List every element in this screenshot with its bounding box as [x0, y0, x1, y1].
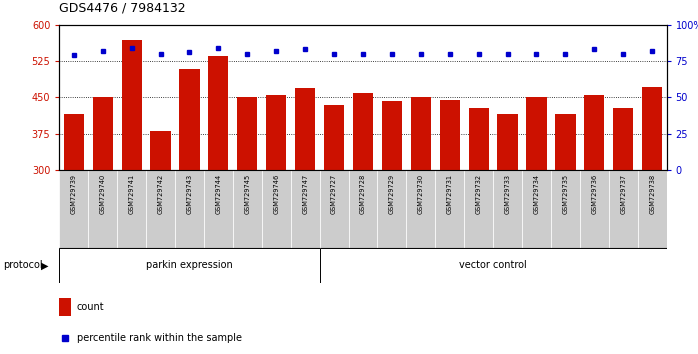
Bar [382, 101, 402, 315]
Text: GSM729739: GSM729739 [70, 174, 77, 214]
Bar [233, 170, 262, 248]
Bar [609, 170, 638, 248]
Bar [175, 170, 204, 248]
Bar [117, 170, 146, 248]
Bar [498, 114, 518, 315]
Text: GSM729738: GSM729738 [649, 174, 655, 214]
Bar [352, 92, 373, 315]
Text: GSM729736: GSM729736 [591, 174, 597, 214]
Text: GSM729733: GSM729733 [505, 174, 510, 214]
Bar [237, 97, 258, 315]
Text: GDS4476 / 7984132: GDS4476 / 7984132 [59, 1, 186, 14]
Bar [580, 170, 609, 248]
Bar [93, 97, 113, 315]
Text: GSM729730: GSM729730 [418, 174, 424, 214]
Bar [440, 100, 460, 315]
Text: GSM729731: GSM729731 [447, 174, 453, 214]
Bar [436, 170, 464, 248]
Bar [522, 170, 551, 248]
Text: GSM729742: GSM729742 [158, 174, 163, 214]
Text: GSM729729: GSM729729 [389, 174, 395, 214]
Text: GSM729737: GSM729737 [621, 174, 626, 214]
Text: GSM729744: GSM729744 [216, 174, 221, 214]
Bar [584, 95, 604, 315]
Bar [266, 95, 286, 315]
Text: GSM729732: GSM729732 [475, 174, 482, 214]
Bar [320, 170, 348, 248]
Text: GSM729746: GSM729746 [273, 174, 279, 214]
Bar [464, 170, 493, 248]
Text: GSM729735: GSM729735 [563, 174, 568, 214]
Text: GSM729741: GSM729741 [128, 174, 135, 214]
Bar [493, 170, 522, 248]
Bar [146, 170, 175, 248]
Bar [290, 170, 320, 248]
Bar [59, 170, 88, 248]
Bar [64, 114, 84, 315]
Text: percentile rank within the sample: percentile rank within the sample [77, 333, 242, 343]
Bar [324, 104, 344, 315]
Bar [262, 170, 290, 248]
Text: GSM729743: GSM729743 [186, 174, 193, 214]
Bar [150, 131, 170, 315]
Bar [410, 97, 431, 315]
Text: GSM729740: GSM729740 [100, 174, 105, 214]
Text: GSM729727: GSM729727 [331, 174, 337, 214]
Bar [88, 170, 117, 248]
Bar [406, 170, 436, 248]
Bar [59, 298, 71, 316]
Bar [555, 114, 575, 315]
Text: GSM729728: GSM729728 [360, 174, 366, 214]
Bar [378, 170, 406, 248]
Bar [295, 88, 315, 315]
Text: GSM729747: GSM729747 [302, 174, 308, 214]
Bar [208, 56, 228, 315]
Text: GSM729734: GSM729734 [533, 174, 540, 214]
Text: parkin expression: parkin expression [146, 261, 233, 270]
Text: count: count [77, 302, 105, 313]
Bar [613, 108, 633, 315]
Bar [526, 97, 547, 315]
Bar [638, 170, 667, 248]
Bar [468, 108, 489, 315]
Bar [642, 87, 662, 315]
Bar [179, 69, 200, 315]
Bar [204, 170, 233, 248]
Text: vector control: vector control [459, 261, 527, 270]
Text: protocol: protocol [3, 261, 43, 270]
Text: ▶: ▶ [41, 261, 49, 270]
Bar [551, 170, 580, 248]
Bar [348, 170, 378, 248]
Text: GSM729745: GSM729745 [244, 174, 251, 214]
Bar [121, 40, 142, 315]
